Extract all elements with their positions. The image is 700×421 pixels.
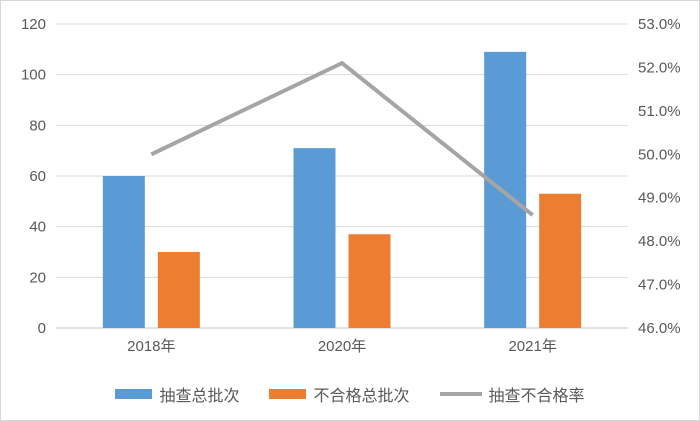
legend-label-total-unqualified: 不合格总批次 <box>313 388 410 405</box>
left-axis-tick-label: 0 <box>38 320 46 337</box>
x-axis-category-label: 2021年 <box>508 338 556 355</box>
left-axis-tick-label: 100 <box>21 67 46 84</box>
left-axis-tick-label: 120 <box>21 16 46 33</box>
bar-total-inspected <box>102 176 145 328</box>
bar-total-unqualified <box>539 193 582 328</box>
left-axis-tick-label: 80 <box>29 117 46 134</box>
right-axis-tick-label: 50.0% <box>638 146 681 163</box>
chart-legend: 抽查总批次 不合格总批次 抽查不合格率 <box>1 382 699 406</box>
bar-total-unqualified <box>348 234 391 328</box>
legend-swatch-gray-line <box>439 392 482 396</box>
right-axis-tick-label: 49.0% <box>638 190 681 207</box>
legend-item-failure-rate: 抽查不合格率 <box>439 382 585 406</box>
right-axis-tick-label: 48.0% <box>638 233 681 250</box>
x-axis-category-label: 2020年 <box>318 338 366 355</box>
x-axis-category-label: 2018年 <box>127 338 175 355</box>
legend-item-total-inspected: 抽查总批次 <box>115 382 239 406</box>
right-axis-tick-label: 47.0% <box>638 277 681 294</box>
left-axis-tick-label: 60 <box>29 168 46 185</box>
right-axis-tick-label: 46.0% <box>638 320 681 337</box>
legend-label-total-inspected: 抽查总批次 <box>159 388 240 405</box>
bar-total-unqualified <box>157 252 200 328</box>
right-axis-tick-label: 53.0% <box>638 16 681 33</box>
right-axis-tick-label: 52.0% <box>638 59 681 76</box>
legend-swatch-orange-bar <box>269 389 307 399</box>
left-axis-tick-label: 20 <box>29 269 46 286</box>
bar-total-inspected <box>293 148 336 328</box>
legend-item-total-unqualified: 不合格总批次 <box>269 382 410 406</box>
legend-label-failure-rate: 抽查不合格率 <box>488 388 585 405</box>
inspection-failure-rate-line <box>150 60 534 217</box>
bar-total-inspected <box>484 51 527 328</box>
left-axis-tick-label: 40 <box>29 219 46 236</box>
legend-swatch-blue-bar <box>115 389 153 399</box>
right-axis-tick-label: 51.0% <box>638 103 681 120</box>
